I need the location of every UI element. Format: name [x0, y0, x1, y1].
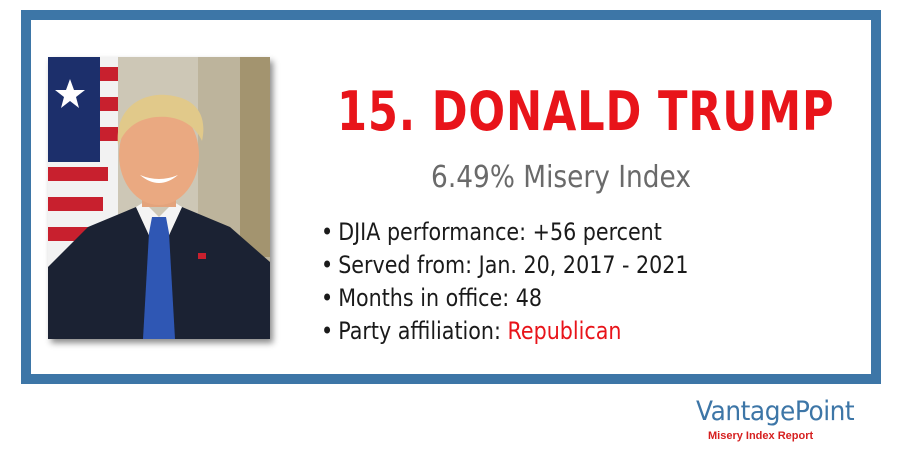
brand-name: VantagePoint — [696, 396, 855, 427]
misery-index-subtitle: 6.49% Misery Index — [431, 160, 691, 195]
facts-list: • DJIA performance: +56 percent • Served f… — [321, 216, 841, 348]
portrait-photo — [48, 57, 270, 339]
president-title: 15. DONALD TRUMP — [337, 80, 835, 143]
brand-logo: VantagePoint Misery Index Report — [696, 396, 886, 446]
info-card: 15. DONALD TRUMP 6.49% Misery Index • DJI… — [31, 20, 871, 374]
fact-served-from: • Served from: Jan. 20, 2017 - 2021 — [321, 249, 768, 282]
bullet-glyph: • — [321, 251, 334, 279]
bullet-glyph: • — [321, 284, 334, 312]
fact-value: Jan. 20, 2017 - 2021 — [478, 251, 689, 279]
fact-value: +56 percent — [532, 218, 662, 246]
card-frame: 15. DONALD TRUMP 6.49% Misery Index • DJI… — [21, 10, 881, 384]
fact-label: Party affiliation: — [338, 317, 508, 345]
fact-months-in-office: • Months in office: 48 — [321, 282, 768, 315]
fact-party-affiliation: • Party affiliation: Republican — [321, 315, 768, 348]
bullet-glyph: • — [321, 218, 334, 246]
fact-label: DJIA performance: — [338, 218, 533, 246]
fact-label: Months in office: — [338, 284, 516, 312]
fact-djia-performance: • DJIA performance: +56 percent — [321, 216, 768, 249]
brand-tagline: Misery Index Report — [708, 430, 814, 442]
fact-value: 48 — [515, 284, 543, 312]
bullet-glyph: • — [321, 317, 334, 345]
party-value: Republican — [507, 317, 622, 345]
fact-label: Served from: — [338, 251, 479, 279]
